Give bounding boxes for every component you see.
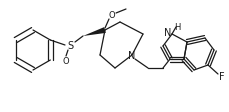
Polygon shape bbox=[83, 28, 106, 37]
Text: S: S bbox=[67, 41, 73, 51]
Text: N: N bbox=[128, 51, 136, 60]
Text: O: O bbox=[63, 57, 69, 66]
Text: H: H bbox=[174, 22, 180, 31]
Text: N: N bbox=[164, 28, 172, 38]
Text: O: O bbox=[109, 11, 115, 20]
Text: F: F bbox=[219, 71, 225, 81]
